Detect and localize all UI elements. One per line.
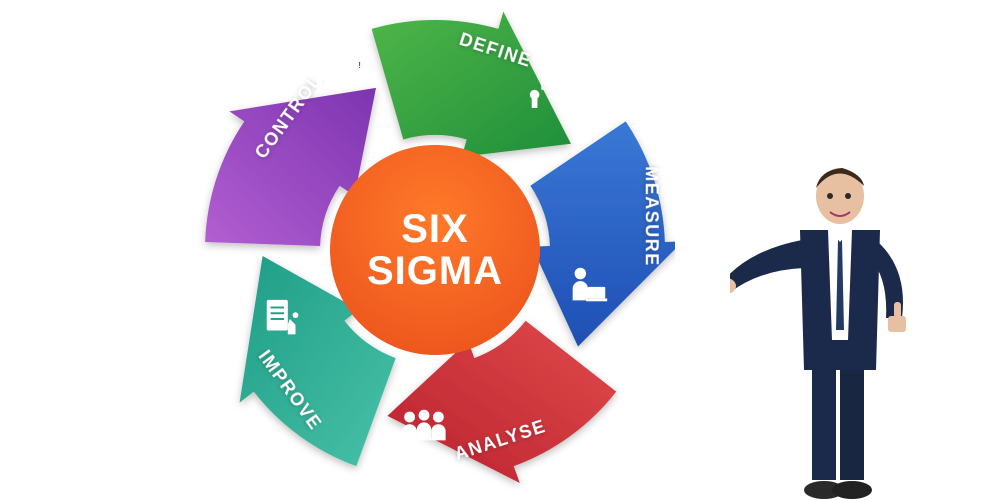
checklist-touch-icon [261,296,307,342]
center-title-line1: SIX [401,208,468,250]
center-title-line2: SIGMA [367,250,503,292]
presenter-figure [730,130,930,500]
presentation-chart-icon [525,62,571,108]
svg-text:!: ! [358,61,361,70]
analytics-magnify-icon: ! [315,52,365,98]
label-measure: MEASURE [641,166,662,267]
center-circle: SIX SIGMA [330,145,540,355]
person-laptop-icon [565,262,611,308]
six-sigma-cycle-diagram: SIX SIGMA DEFINE MEASURE ANALYSE IMPROVE… [195,10,675,490]
people-group-icon [397,406,451,446]
